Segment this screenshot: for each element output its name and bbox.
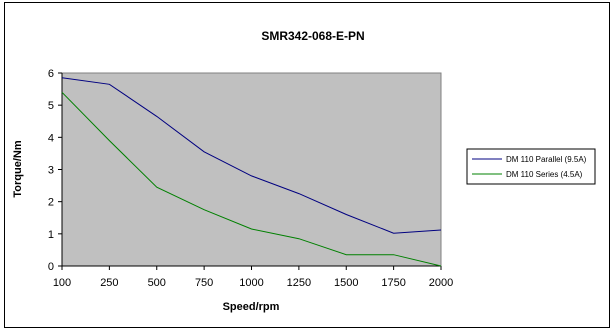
y-tick-label: 1 [48,229,54,241]
x-tick-label: 1250 [287,277,311,289]
plot-area [61,72,442,267]
y-tick-label: 3 [48,165,54,177]
y-tick-label: 2 [48,197,54,209]
series-lines [61,77,442,267]
x-tick-label: 750 [195,277,213,289]
x-tick-label: 1000 [239,277,263,289]
y-tick-label: 0 [48,261,54,273]
series-line-series [61,91,442,267]
legend-label-parallel: DM 110 Parallel (9.5A) [506,155,587,164]
y-tick-label: 5 [48,100,54,112]
x-tick-label: 1500 [334,277,358,289]
x-axis-ticks: 100 250 500 750 1000 1250 1500 1750 2000 [53,265,453,289]
y-tick-label: 4 [48,132,54,144]
y-axis-ticks: 0 1 2 3 4 5 6 [48,68,63,273]
y-tick-label: 6 [48,68,54,80]
y-axis-title: Torque/Nm [12,140,24,197]
chart-title: SMR342-068-E-PN [261,29,364,43]
x-tick-label: 1750 [381,277,405,289]
x-tick-label: 2000 [429,277,453,289]
legend-label-series: DM 110 Series (4.5A) [506,170,583,179]
x-tick-label: 500 [148,277,166,289]
legend: DM 110 Parallel (9.5A) DM 110 Series (4.… [466,148,596,185]
x-tick-label: 100 [53,277,71,289]
x-tick-label: 250 [100,277,118,289]
series-line-parallel [61,77,442,234]
x-axis-title: Speed/rpm [223,301,280,313]
legend-box [466,148,596,185]
